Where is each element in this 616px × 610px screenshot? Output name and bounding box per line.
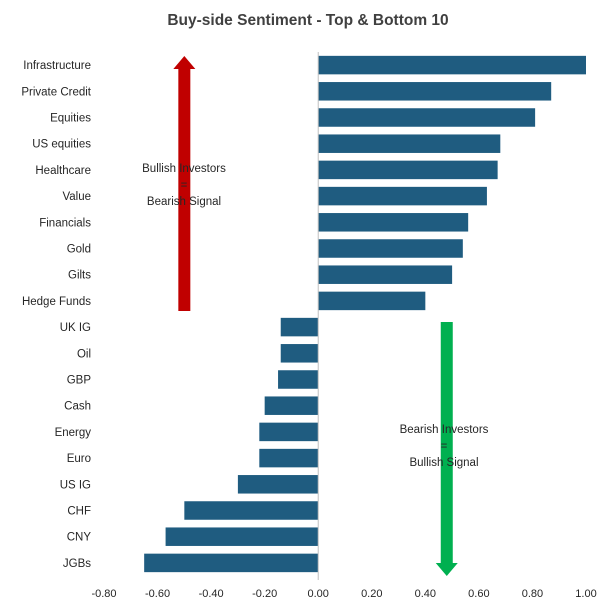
category-label: CHF [67,506,91,518]
category-label: Oil [77,348,91,360]
bar [318,213,469,232]
bar [280,317,319,337]
x-tick-label: -0.20 [252,588,277,600]
bar [264,396,319,415]
category-label: GBP [67,375,92,387]
category-label: Value [62,191,91,203]
bar [144,553,319,573]
x-tick-label: 0.80 [522,588,543,600]
x-tick-label: -0.40 [199,588,224,600]
category-label: Private Credit [21,86,91,98]
annotation-text: = [441,441,448,453]
bar [280,344,319,363]
bar [237,475,319,494]
bar [318,291,426,311]
bar [278,370,319,389]
bar [318,55,586,75]
category-label: Energy [55,427,92,439]
chart-title: Buy-side Sentiment - Top & Bottom 10 [167,12,449,29]
category-label: Gold [67,244,91,256]
x-tick-label: -0.60 [145,588,170,600]
category-label: Cash [64,401,91,413]
bar [259,422,319,442]
x-tick-label: 1.00 [575,588,596,600]
bar [184,501,319,520]
category-label: Financials [39,217,91,229]
annotation-text: Bearish Investors [400,424,489,436]
annotation-text: Bullish Signal [409,457,478,469]
bearish-arrow-shaft [440,322,453,564]
annotation-text: Bearish Signal [147,196,221,208]
category-label: Gilts [68,270,91,282]
bar [318,108,536,127]
bar [259,448,319,468]
bar [318,265,453,284]
bearish-arrow-head [435,563,458,576]
category-label: Equities [50,113,91,125]
x-tick-label: 0.20 [361,588,382,600]
annotation-text: = [181,180,188,192]
category-label: Euro [67,453,91,465]
bar [318,134,501,153]
bullish-arrow-shaft [178,68,191,311]
x-tick-label: 0.40 [415,588,436,600]
x-tick-label: 0.60 [468,588,489,600]
bar [318,82,552,101]
category-label: JGBs [63,558,91,570]
x-tick-label: -0.80 [91,588,116,600]
category-label: US IG [60,479,91,491]
bar [165,527,319,546]
category-label: Infrastructure [23,60,91,72]
bar [318,186,487,206]
bar [318,160,498,180]
category-label: CNY [67,532,92,544]
annotation-text: Bullish Investors [142,163,226,175]
bullish-arrow-head [173,56,196,69]
category-label: Hedge Funds [22,296,91,308]
bar [318,239,463,258]
category-label: UK IG [60,322,91,334]
category-label: US equities [32,139,91,151]
category-label: Healthcare [35,165,91,177]
x-tick-label: 0.00 [308,588,329,600]
